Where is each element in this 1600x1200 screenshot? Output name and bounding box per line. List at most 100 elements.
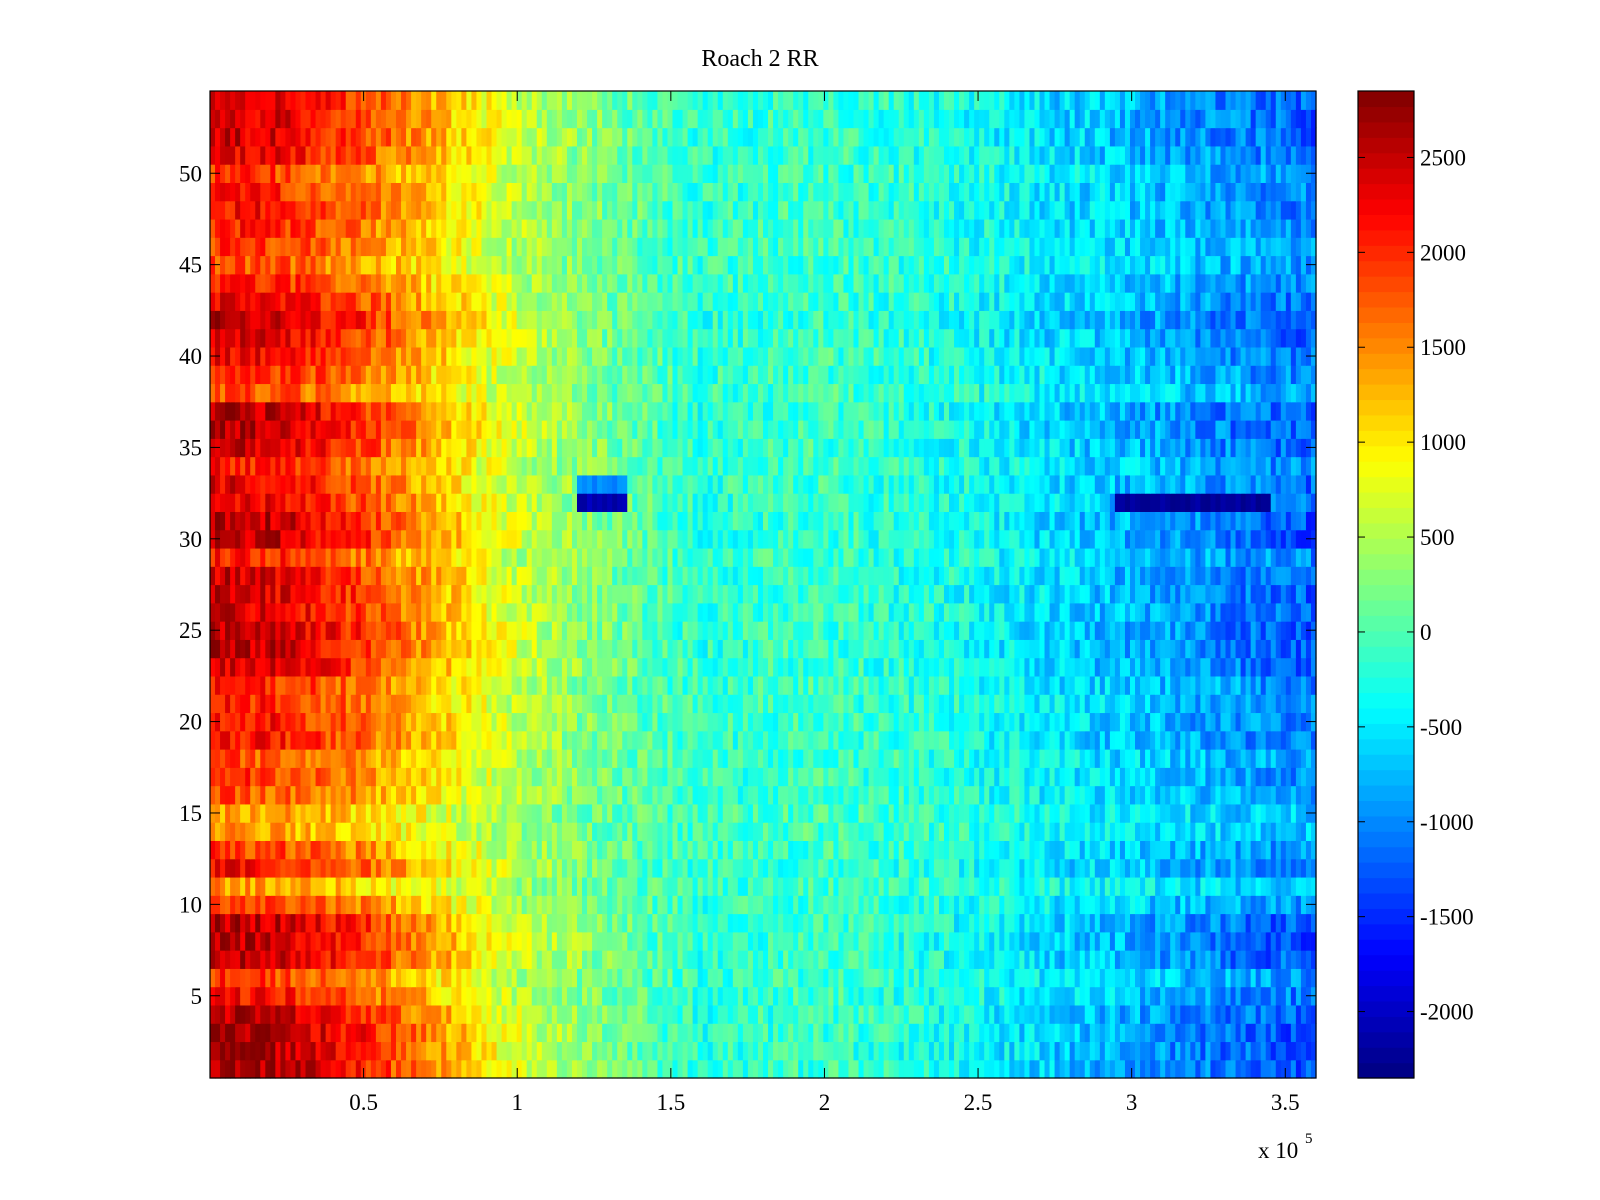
- heatmap-cell: [828, 675, 834, 695]
- heatmap-cell: [742, 876, 749, 896]
- heatmap-cell: [1260, 767, 1267, 787]
- heatmap-cell: [617, 1023, 623, 1043]
- heatmap-cell: [1145, 895, 1151, 915]
- heatmap-cell: [275, 840, 281, 860]
- heatmap-cell: [893, 712, 900, 732]
- heatmap-cell: [979, 767, 985, 787]
- heatmap-cell: [1044, 1059, 1051, 1079]
- heatmap-cell: [788, 803, 794, 823]
- heatmap-cell: [687, 803, 694, 823]
- heatmap-cell: [355, 822, 362, 841]
- heatmap-cell: [612, 749, 618, 768]
- heatmap-cell: [431, 895, 437, 915]
- heatmap-cell: [411, 785, 417, 805]
- heatmap-cell: [380, 1004, 387, 1024]
- heatmap-cell: [989, 968, 995, 988]
- heatmap-cell: [1310, 950, 1317, 969]
- heatmap-cell: [496, 675, 503, 695]
- heatmap-cell: [928, 1041, 935, 1061]
- heatmap-cell: [1285, 986, 1292, 1006]
- heatmap-cell: [637, 1004, 643, 1024]
- heatmap-cell: [732, 1041, 739, 1061]
- heatmap-cell: [1235, 803, 1242, 823]
- heatmap-cell: [235, 803, 241, 823]
- heatmap-cell: [526, 895, 533, 915]
- heatmap-cell: [1250, 950, 1257, 969]
- heatmap-cell: [933, 968, 940, 988]
- heatmap-cell: [481, 1023, 488, 1043]
- heatmap-cell: [290, 1059, 297, 1079]
- heatmap-cell: [878, 1041, 885, 1061]
- heatmap-cell: [943, 694, 950, 714]
- heatmap-cell: [481, 694, 488, 714]
- heatmap-cell: [350, 858, 357, 878]
- heatmap-cell: [722, 986, 729, 1006]
- heatmap-cell: [375, 913, 382, 933]
- heatmap-cell: [1190, 694, 1196, 714]
- heatmap-cell: [928, 822, 935, 841]
- heatmap-cell: [1129, 840, 1136, 860]
- heatmap-cell: [622, 840, 628, 860]
- heatmap-cell: [657, 895, 664, 915]
- heatmap-cell: [1160, 730, 1166, 750]
- heatmap-cell: [602, 767, 608, 787]
- heatmap-cell: [441, 858, 447, 878]
- heatmap-cell: [406, 840, 412, 860]
- heatmap-cell: [365, 822, 372, 841]
- heatmap-cell: [788, 895, 794, 915]
- heatmap-cell: [712, 803, 719, 823]
- heatmap-cell: [692, 1023, 699, 1043]
- heatmap-cell: [1195, 785, 1201, 805]
- heatmap-cell: [461, 1023, 467, 1043]
- heatmap-cell: [1225, 913, 1232, 933]
- heatmap-cell: [240, 657, 246, 677]
- heatmap-cell: [310, 968, 317, 988]
- heatmap-cell: [622, 694, 628, 714]
- heatmap-cell: [270, 1041, 276, 1061]
- heatmap-cell: [345, 675, 352, 695]
- heatmap-cell: [385, 968, 392, 988]
- heatmap-cell: [888, 712, 895, 732]
- heatmap-cell: [471, 986, 478, 1006]
- heatmap-cell: [627, 785, 633, 805]
- heatmap-cell: [250, 803, 256, 823]
- heatmap-cell: [923, 1041, 930, 1061]
- heatmap-cell: [250, 1059, 256, 1079]
- heatmap-cell: [1104, 749, 1111, 768]
- heatmap-cell: [225, 694, 231, 714]
- heatmap-cell: [1225, 694, 1232, 714]
- heatmap-cell: [742, 730, 749, 750]
- heatmap-cell: [1034, 675, 1041, 695]
- heatmap-cell: [436, 675, 442, 695]
- heatmap-cell: [949, 749, 955, 768]
- heatmap-cell: [486, 712, 493, 732]
- heatmap-cell: [702, 694, 709, 714]
- heatmap-cell: [873, 895, 880, 915]
- heatmap-cell: [943, 1023, 950, 1043]
- heatmap-cell: [446, 986, 452, 1006]
- heatmap-cell: [561, 968, 568, 988]
- heatmap-cell: [225, 858, 231, 878]
- heatmap-cell: [657, 730, 664, 750]
- heatmap-cell: [783, 749, 789, 768]
- heatmap-cell: [627, 968, 633, 988]
- heatmap-cell: [954, 913, 960, 933]
- heatmap-cell: [245, 749, 251, 768]
- heatmap-cell: [828, 1023, 834, 1043]
- heatmap-cell: [1265, 840, 1272, 860]
- heatmap-cell: [602, 1023, 608, 1043]
- heatmap-cell: [647, 1023, 653, 1043]
- heatmap-cell: [763, 986, 769, 1006]
- heatmap-cell: [722, 895, 729, 915]
- heatmap-cell: [360, 675, 367, 695]
- heatmap-cell: [637, 1023, 643, 1043]
- heatmap-cell: [300, 931, 307, 951]
- heatmap-cell: [345, 1004, 352, 1024]
- heatmap-cell: [541, 675, 548, 695]
- heatmap-cell: [576, 822, 583, 841]
- heatmap-cell: [662, 950, 669, 969]
- heatmap-cell: [587, 913, 593, 933]
- heatmap-cell: [566, 931, 573, 951]
- heatmap-cell: [697, 931, 704, 951]
- heatmap-cell: [1200, 694, 1206, 714]
